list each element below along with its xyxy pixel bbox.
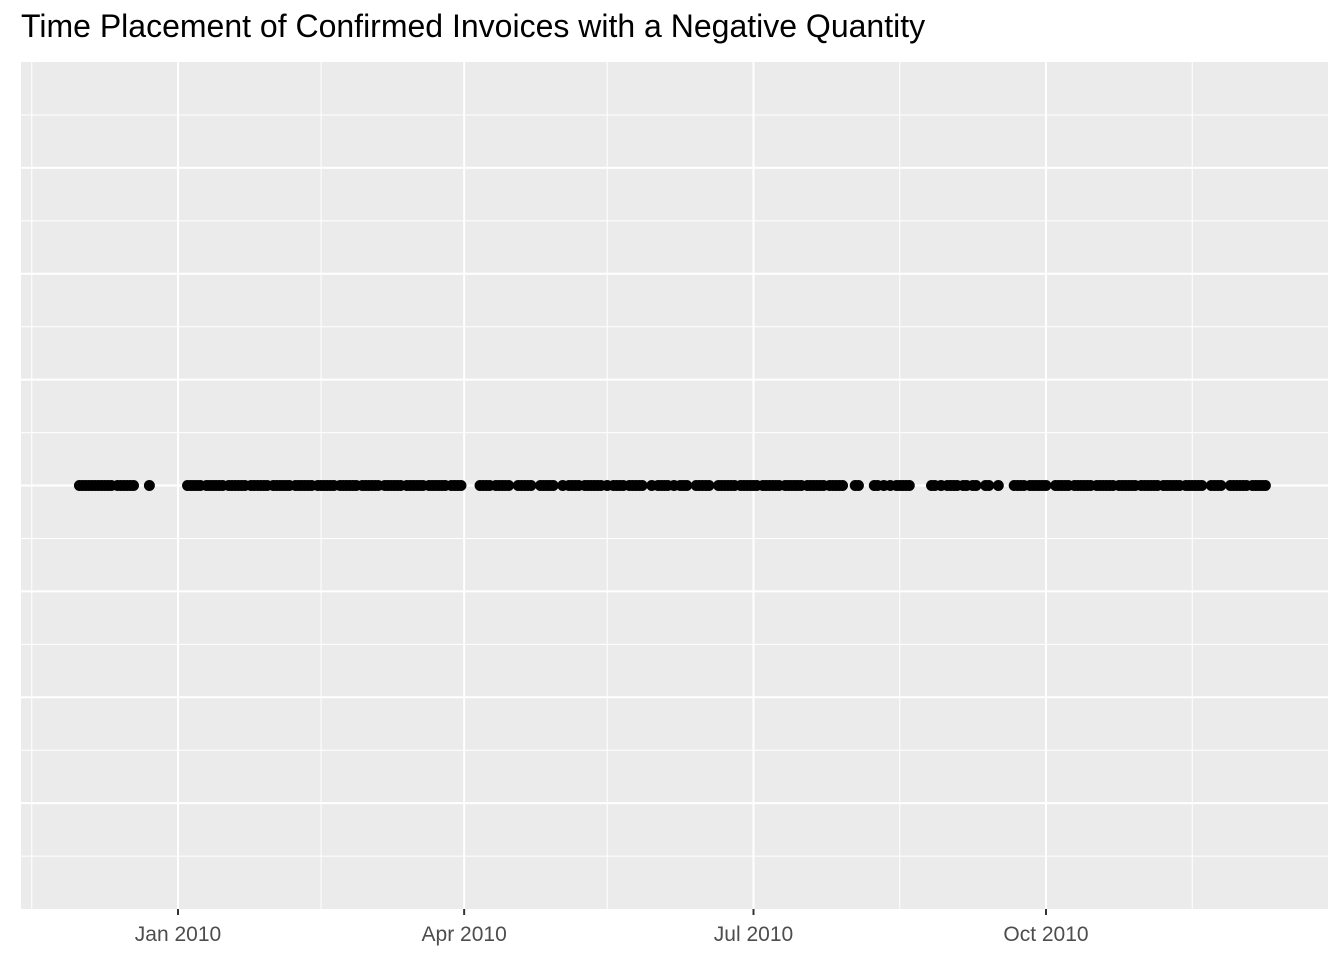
data-point	[127, 480, 139, 491]
data-point	[852, 480, 864, 491]
data-point	[1215, 480, 1227, 491]
x-tick-label: Apr 2010	[422, 923, 507, 946]
data-point	[903, 480, 915, 491]
data-point	[837, 480, 849, 491]
data-point	[681, 480, 693, 491]
data-point	[455, 480, 467, 491]
x-axis-ticks	[177, 909, 1047, 915]
data-point	[992, 480, 1004, 491]
x-tick-label: Jul 2010	[714, 923, 793, 946]
data-point	[970, 480, 982, 491]
x-axis-tick-labels: Jan 2010 Apr 2010 Jul 2010 Oct 2010	[135, 923, 1089, 946]
data-point	[636, 480, 648, 491]
x-tick-label: Jan 2010	[135, 923, 221, 946]
data-point	[547, 480, 559, 491]
data-point	[503, 480, 515, 491]
data-point	[525, 480, 537, 491]
data-point	[1259, 480, 1271, 491]
data-point	[1196, 480, 1208, 491]
data-point	[1040, 480, 1052, 491]
data-point	[143, 480, 155, 491]
x-tick-label: Oct 2010	[1003, 923, 1088, 946]
data-point	[703, 480, 715, 491]
chart-title: Time Placement of Confirmed Invoices wit…	[21, 8, 926, 44]
data-point	[983, 480, 995, 491]
data-points	[73, 480, 1271, 491]
